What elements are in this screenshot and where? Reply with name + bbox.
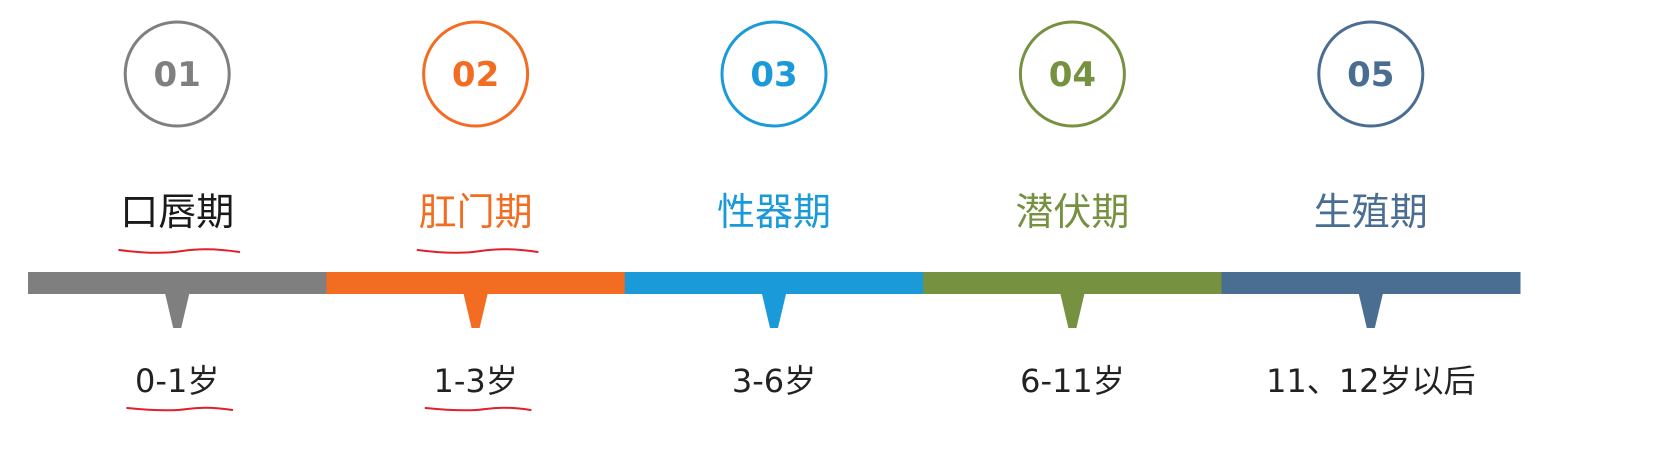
stage-04: 04 潜伏期 6-11岁	[923, 20, 1223, 400]
stage-number-circle	[720, 20, 828, 128]
stage-age: 11、12岁以后	[1266, 362, 1475, 400]
stage-number: 01	[154, 55, 201, 95]
stage-number-circle	[1018, 20, 1126, 128]
timeline-segment	[28, 272, 327, 294]
stage-age: 0-1岁	[135, 362, 219, 400]
annotation-underline	[416, 248, 539, 254]
timeline-segment	[624, 272, 924, 294]
stage-number-circle	[123, 20, 231, 128]
stage-05: 05 生殖期 11、12岁以后	[1221, 20, 1521, 400]
stage-03: 03 性器期 3-6岁	[624, 20, 924, 400]
timeline-segment	[326, 272, 626, 294]
stage-number: 03	[750, 55, 797, 95]
stage-name: 生殖期	[1314, 190, 1428, 234]
stage-name: 肛门期	[419, 190, 533, 234]
stage-number-circle	[1317, 20, 1425, 128]
stage-age: 3-6岁	[732, 362, 816, 400]
stage-age: 1-3岁	[433, 362, 517, 400]
stage-01: 01 口唇期 0-1岁	[28, 20, 327, 412]
stage-name: 潜伏期	[1015, 190, 1129, 234]
stage-age: 6-11岁	[1020, 362, 1125, 400]
stage-02: 02 肛门期 1-3岁	[326, 20, 626, 412]
timeline-pointer	[762, 294, 786, 328]
stage-number: 04	[1049, 55, 1096, 95]
annotation-underline	[118, 248, 241, 254]
timeline-segment	[923, 272, 1223, 294]
stage-name: 口唇期	[120, 190, 234, 234]
timeline-pointer	[463, 294, 488, 328]
timeline-pointer	[165, 294, 190, 328]
stage-name: 性器期	[717, 190, 831, 234]
annotation-underline	[424, 406, 532, 412]
annotation-underline	[126, 406, 234, 412]
stage-number: 02	[452, 55, 499, 95]
timeline-segment	[1221, 272, 1521, 294]
stage-number: 05	[1347, 55, 1394, 95]
timeline-pointer	[1060, 294, 1085, 328]
timeline-pointer	[1358, 294, 1383, 328]
stage-number-circle	[422, 20, 530, 128]
